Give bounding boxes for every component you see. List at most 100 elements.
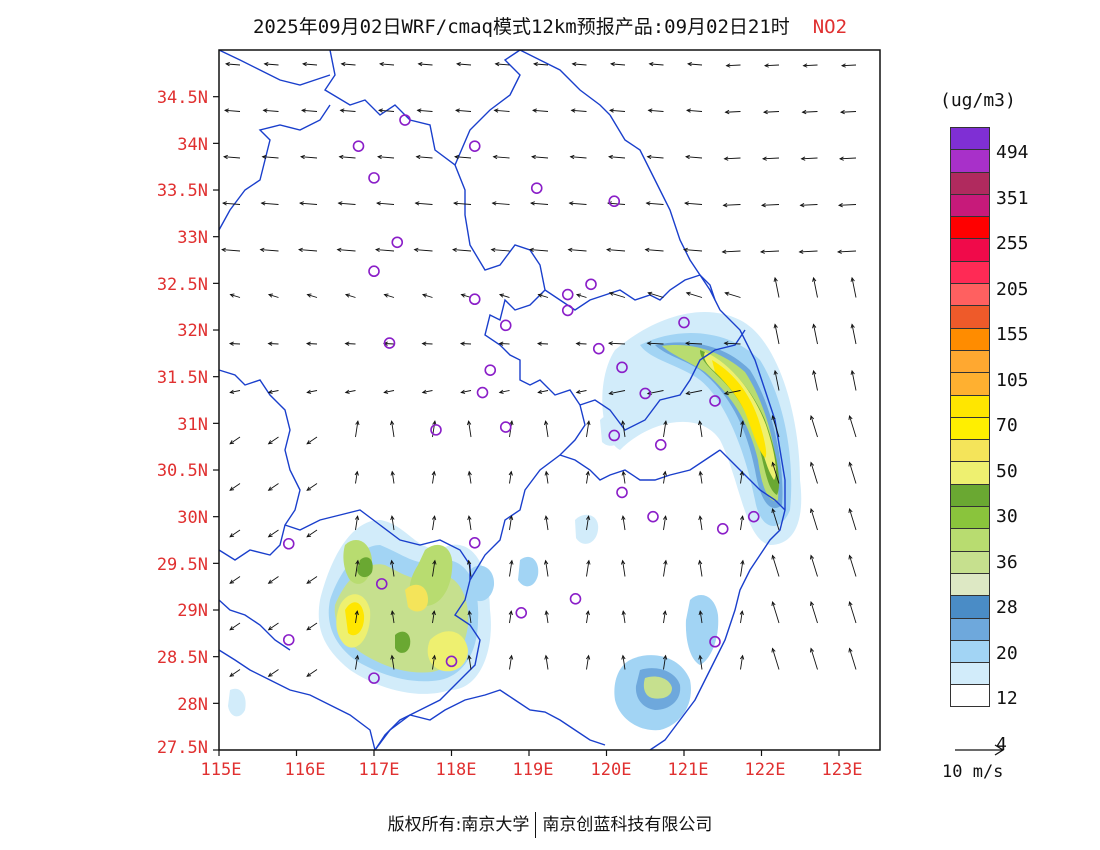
wind-arrow xyxy=(571,62,587,67)
station-marker xyxy=(515,607,528,619)
wind-arrow xyxy=(812,369,818,391)
wind-arrow xyxy=(698,515,703,531)
wind-arrow xyxy=(773,276,780,298)
wind-arrow xyxy=(773,323,780,345)
wind-arrow xyxy=(686,108,703,113)
wind-arrow xyxy=(229,436,241,445)
wind-arrow xyxy=(759,249,780,254)
wind-arrow xyxy=(302,62,318,67)
legend-swatch xyxy=(950,662,990,685)
lat-label: 28N xyxy=(177,695,208,715)
legend-value: 105 xyxy=(996,369,1029,391)
station-marker xyxy=(399,114,411,126)
lon-label: 117E xyxy=(358,760,400,780)
wind-arrow xyxy=(763,63,780,68)
wind-arrow xyxy=(390,610,395,624)
wind-arrow xyxy=(431,470,436,484)
wind-arrow xyxy=(722,203,741,208)
monitoring-stations xyxy=(282,114,760,684)
wind-arrow xyxy=(390,515,395,531)
wind-arrow xyxy=(798,249,818,254)
wind-arrow xyxy=(225,62,241,67)
station-marker xyxy=(499,421,512,433)
wind-arrow xyxy=(267,669,279,677)
station-marker xyxy=(530,182,543,194)
wind-arrow xyxy=(306,293,318,298)
legend-value: 28 xyxy=(996,597,1018,618)
wind-arrow xyxy=(570,108,587,113)
station-marker xyxy=(639,387,652,400)
legend-value: 4 xyxy=(996,733,1007,755)
station-marker xyxy=(468,537,481,549)
lat-label: 33.5N xyxy=(156,181,208,201)
wind-arrow xyxy=(685,154,703,160)
wind-arrow xyxy=(663,559,668,577)
wind-arrow xyxy=(498,389,510,394)
legend-value: 20 xyxy=(996,642,1018,664)
wind-arrow xyxy=(608,390,626,396)
wind-arrow xyxy=(837,203,857,208)
wind-arrow xyxy=(850,369,857,391)
wind-arrow xyxy=(498,293,510,298)
wind-arrow xyxy=(575,389,587,394)
color-legend xyxy=(950,127,990,707)
legend-value: 30 xyxy=(996,506,1018,527)
wind-arrow xyxy=(498,341,510,346)
legend-swatch xyxy=(950,260,990,284)
wind-arrow xyxy=(850,323,857,345)
legend-swatch xyxy=(950,127,990,150)
legend-swatch xyxy=(950,171,990,194)
wind-arrow xyxy=(466,420,472,438)
wind-arrow xyxy=(531,154,549,160)
wind-arrow xyxy=(537,389,549,394)
wind-arrow xyxy=(431,610,436,624)
wind-arrow xyxy=(263,62,279,67)
wind-arrow xyxy=(267,436,279,445)
station-marker xyxy=(678,316,690,329)
wind-arrow xyxy=(432,559,437,577)
wind-arrow xyxy=(533,62,549,67)
wind-arrow xyxy=(544,610,549,624)
wind-arrow xyxy=(684,201,703,206)
wind-arrow xyxy=(739,654,745,670)
wind-arrow xyxy=(585,470,590,484)
wind-arrow xyxy=(421,293,433,298)
wind-arrow xyxy=(456,62,472,67)
wind-arrow xyxy=(306,483,318,491)
wind-arrow xyxy=(771,647,780,670)
wind-arrow xyxy=(299,201,318,206)
lat-label: 30N xyxy=(177,508,208,528)
wind-arrow xyxy=(739,515,745,531)
wind-arrow xyxy=(544,654,549,670)
wind-arrow xyxy=(799,203,818,208)
legend-swatch xyxy=(950,394,990,417)
wind-arrow xyxy=(229,669,241,677)
wind-arrow xyxy=(848,461,857,484)
wind-arrow xyxy=(354,654,360,670)
legend-swatch xyxy=(950,193,990,217)
copyright-owner: 版权所有:南京大学 xyxy=(387,815,530,835)
wind-arrow xyxy=(836,249,857,254)
station-marker xyxy=(561,288,574,301)
wind-arrow xyxy=(662,610,667,624)
wind-arrow xyxy=(662,654,668,670)
station-marker xyxy=(476,386,489,399)
wind-arrow xyxy=(812,276,818,298)
wind-arrow xyxy=(259,247,279,252)
legend-value: 494 xyxy=(996,142,1029,163)
station-marker xyxy=(647,510,659,523)
wind-arrow xyxy=(543,559,549,577)
wind-arrow xyxy=(229,293,241,298)
wind-arrow xyxy=(621,654,626,670)
legend-swatch xyxy=(950,483,990,507)
legend-value: 12 xyxy=(996,688,1018,709)
wind-arrow xyxy=(222,201,241,206)
wind-arrow xyxy=(724,291,741,298)
legend-swatch xyxy=(950,528,990,551)
legend-swatch xyxy=(950,349,990,373)
wind-arrow xyxy=(267,529,279,538)
map-title: 2025年09月02日WRF/cmaq模式12km预报产品:09月02日21时 … xyxy=(0,12,1100,39)
station-marker xyxy=(608,429,621,442)
map-frame xyxy=(218,49,881,751)
